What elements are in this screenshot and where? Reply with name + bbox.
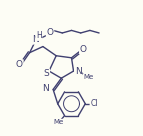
Text: O: O [80, 45, 87, 54]
Text: N: N [42, 84, 48, 93]
Text: Me: Me [54, 119, 64, 125]
Text: O: O [16, 60, 23, 69]
Text: N: N [75, 67, 82, 76]
Text: H: H [36, 31, 42, 40]
Text: O: O [47, 28, 53, 37]
Text: S: S [44, 69, 49, 78]
Text: Me: Me [83, 74, 94, 80]
Text: Cl: Cl [90, 99, 98, 108]
Text: N: N [32, 35, 39, 44]
